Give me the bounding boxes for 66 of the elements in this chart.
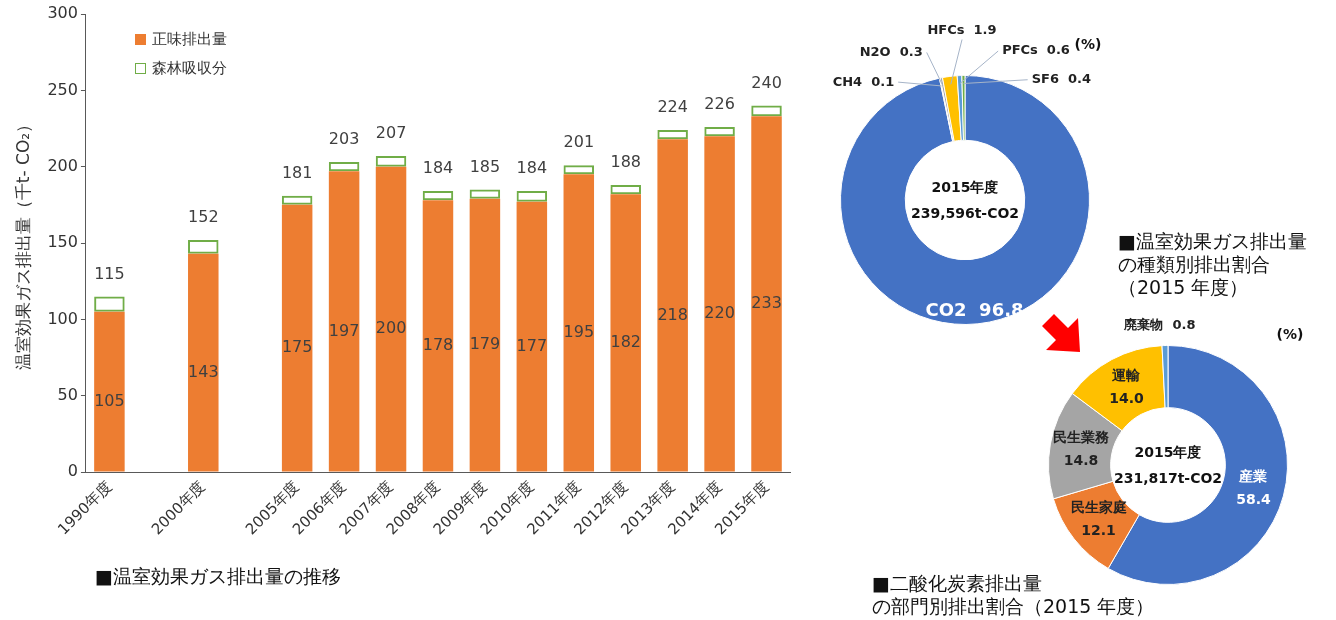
data-label: 175 (281, 337, 313, 357)
legend-label: 森林吸収分 (152, 59, 227, 78)
data-label: 179 (469, 334, 501, 354)
data-label: 233 (751, 293, 782, 313)
total-label: 188 (610, 152, 641, 172)
y-tick-label: 150 (47, 232, 78, 252)
total-label: 240 (751, 72, 782, 92)
total-label: 207 (375, 123, 407, 143)
total-label: 152 (188, 207, 219, 227)
slice-label: 民生家庭 (1070, 499, 1127, 516)
total-label: 185 (469, 156, 501, 176)
data-label: 182 (610, 332, 641, 352)
text: (%) (1074, 35, 1102, 52)
legend-label: 正味排出量 (152, 30, 227, 49)
slice-label: CH4 (832, 73, 863, 89)
data-label: 195 (563, 322, 595, 342)
slice-label: 廃棄物 (1123, 316, 1164, 332)
y-tick-label: 100 (47, 308, 78, 328)
data-label: 58.4 (1236, 490, 1271, 507)
slice-label: N2O (859, 43, 891, 59)
data-label: 177 (516, 335, 548, 355)
y-tick-label: 250 (47, 79, 78, 99)
slice-label: 産業 (1238, 467, 1268, 484)
y-tick-label: 200 (47, 155, 78, 175)
y-tick-label: 0 (67, 461, 78, 481)
text: 2015年度 (1134, 443, 1202, 460)
total-label: 224 (657, 97, 688, 117)
total-label: 226 (704, 94, 735, 114)
slice-label: HFCs (927, 21, 965, 37)
data-label: 0.4 (1068, 71, 1092, 87)
slice-label: 運輸 (1111, 366, 1142, 383)
slice-label: CO2 (925, 299, 967, 321)
data-label: 197 (328, 320, 360, 340)
data-label: 0.8 (1172, 316, 1196, 332)
data-label: 105 (94, 390, 125, 410)
y-axis-title: 温室効果ガス排出量（千t- CO₂） (12, 115, 33, 371)
slice-label: SF6 (1031, 71, 1059, 87)
text: ■二酸化炭素排出量の部門別排出割合（2015 年度） (872, 572, 1156, 618)
total-label: 184 (516, 158, 548, 178)
data-label: 14.0 (1109, 389, 1144, 406)
text: 231,817t-CO2 (1113, 469, 1223, 486)
y-tick-label: 300 (47, 3, 78, 23)
data-label: 0.3 (899, 43, 923, 59)
total-label: 203 (328, 129, 360, 149)
data-label: 200 (375, 318, 407, 338)
data-label: 14.8 (1063, 452, 1099, 469)
total-label: 201 (563, 132, 595, 152)
slice-label: 民生業務 (1052, 429, 1110, 446)
data-label: 143 (188, 361, 219, 381)
total-label: 184 (422, 158, 454, 178)
slice-label: PFCs (1002, 42, 1039, 58)
text: ■温室効果ガス排出量の推移 (95, 565, 341, 588)
data-label: 218 (657, 304, 688, 324)
text: (%) (1276, 325, 1304, 342)
y-tick-label: 50 (57, 384, 78, 404)
data-label: 0.6 (1046, 42, 1070, 58)
data-label: 220 (704, 303, 735, 323)
text: 239,596t-CO2 (910, 204, 1020, 221)
data-label: 12.1 (1081, 522, 1116, 539)
data-label: 1.9 (973, 21, 997, 37)
data-label: 178 (422, 335, 454, 355)
total-label: 115 (94, 263, 125, 283)
total-label: 181 (281, 162, 313, 182)
data-label: 0.1 (871, 73, 895, 89)
text: 2015年度 (931, 178, 999, 195)
text: ■温室効果ガス排出量の種類別排出割合（2015 年度） (1118, 230, 1308, 299)
